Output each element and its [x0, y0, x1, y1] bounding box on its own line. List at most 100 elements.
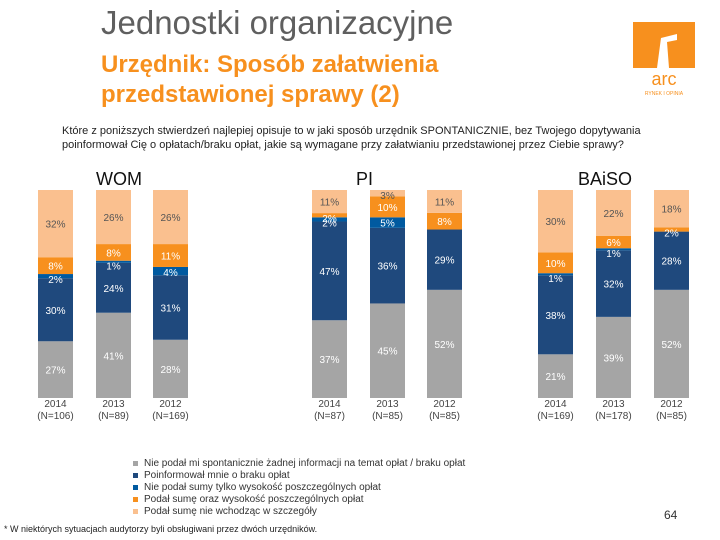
bar-segment [596, 235, 631, 249]
bar-segment [96, 262, 131, 313]
bar-segment [153, 266, 188, 276]
bar-segment [312, 320, 347, 398]
data-label: 29% [434, 256, 454, 267]
bar-segment [38, 190, 73, 258]
category-label: (N=85) [429, 411, 460, 422]
legend-label: Nie podał mi spontanicznie żadnej inform… [144, 458, 466, 469]
data-label: 27% [45, 366, 65, 377]
data-label: 5% [380, 219, 395, 230]
bar-segment [427, 212, 462, 230]
data-label: 30% [45, 306, 65, 317]
legend-label: Podał sumę nie wchodząc w szczegóły [144, 506, 317, 517]
data-label: 8% [106, 248, 121, 259]
data-label: 32% [45, 220, 65, 231]
category-label: 2013 [102, 399, 125, 410]
data-label: 41% [103, 351, 123, 362]
bar-segment [153, 339, 188, 398]
data-label: 2% [664, 228, 679, 239]
category-label: (N=85) [372, 411, 403, 422]
bar-segment [370, 190, 405, 197]
data-label: 38% [545, 311, 565, 322]
legend-label: Nie podał sumy tylko wysokość poszczegól… [144, 482, 381, 493]
data-label: 45% [377, 347, 397, 358]
bar-segment [96, 244, 131, 261]
data-label: 2% [48, 275, 63, 286]
bar-segment [538, 190, 573, 253]
group-label-wom: WOM [96, 169, 142, 189]
subtitle-line-2: przedstawionej sprawy (2) [101, 81, 400, 108]
legend-item: Podał sumę oraz wysokość poszczególnych … [133, 494, 465, 506]
bar-segment [654, 231, 689, 290]
data-label: 52% [434, 340, 454, 351]
data-label: 2% [322, 214, 337, 225]
bar-segment [96, 312, 131, 398]
bar-segment [96, 260, 131, 263]
legend-item: Nie podał sumy tylko wysokość poszczegól… [133, 482, 465, 494]
data-label: 39% [603, 353, 623, 364]
category-label: (N=87) [314, 411, 345, 422]
category-label: 2013 [376, 399, 399, 410]
bar-segment [312, 217, 347, 222]
page-number: 64 [664, 508, 678, 522]
legend-swatch [133, 508, 138, 514]
bar-segment [312, 221, 347, 321]
legend-swatch [133, 484, 138, 490]
data-label: 52% [661, 340, 681, 351]
category-label: (N=89) [98, 411, 129, 422]
bar-segment [153, 190, 188, 245]
bar-segment [538, 354, 573, 398]
bar-segment [596, 316, 631, 398]
bar-segment [153, 244, 188, 267]
category-label: 2012 [159, 399, 182, 410]
bar-segment [654, 190, 689, 228]
data-label: 11% [161, 252, 180, 263]
category-label: (N=169) [537, 411, 573, 422]
bar-segment [596, 250, 631, 317]
bar-segment [96, 190, 131, 245]
bar-segment [654, 227, 689, 232]
group-label-baiso: BAiSO [578, 169, 633, 189]
bar-segment [370, 303, 405, 398]
data-label: 4% [163, 268, 178, 279]
bar-segment [538, 252, 573, 274]
legend-item: Podał sumę nie wchodząc w szczegóły [133, 506, 465, 518]
bar-segment [370, 217, 405, 228]
arc-logo: arc RYNEK I OPINIA [633, 22, 695, 97]
category-label: 2014 [44, 399, 67, 410]
data-label: 2% [322, 218, 337, 229]
data-label: 26% [103, 213, 123, 224]
data-label: 1% [606, 249, 621, 260]
bar-segment [38, 341, 73, 398]
legend-label: Poinformował mnie o braku opłat [144, 470, 290, 481]
category-label: 2014 [318, 399, 341, 410]
bar-segment [38, 257, 73, 275]
data-label: 21% [545, 372, 565, 383]
bar-segment [538, 275, 573, 355]
bar-segment [596, 190, 631, 236]
bar-segment [312, 213, 347, 218]
bar-segment [312, 190, 347, 214]
data-label: 10% [545, 259, 565, 270]
data-label: 1% [548, 274, 563, 285]
subtitle-line-1: Urzędnik: Sposób załatwienia [101, 51, 439, 78]
data-label: 37% [319, 355, 339, 366]
page-title: Jednostki organizacyjne [101, 4, 454, 41]
bar-segment [370, 196, 405, 218]
data-label: 10% [377, 203, 397, 214]
bar-segment [427, 229, 462, 290]
category-label: (N=178) [595, 411, 631, 422]
category-label: (N=169) [152, 411, 188, 422]
legend-item: Nie podał mi spontanicznie żadnej inform… [133, 458, 465, 470]
data-label: 8% [437, 217, 452, 228]
logo-subtext: RYNEK I OPINIA [645, 91, 684, 97]
logo-wordmark: arc [651, 69, 676, 89]
data-label: 8% [48, 262, 63, 273]
page-subtitle: Urzędnik: Sposób załatwienia przedstawio… [101, 50, 531, 110]
category-label: 2013 [602, 399, 625, 410]
bar-segment [370, 227, 405, 304]
group-label-pi: PI [356, 169, 374, 189]
chart-legend: Nie podał mi spontanicznie żadnej inform… [133, 458, 465, 518]
data-label: 22% [603, 209, 623, 220]
bar-segment [654, 289, 689, 398]
